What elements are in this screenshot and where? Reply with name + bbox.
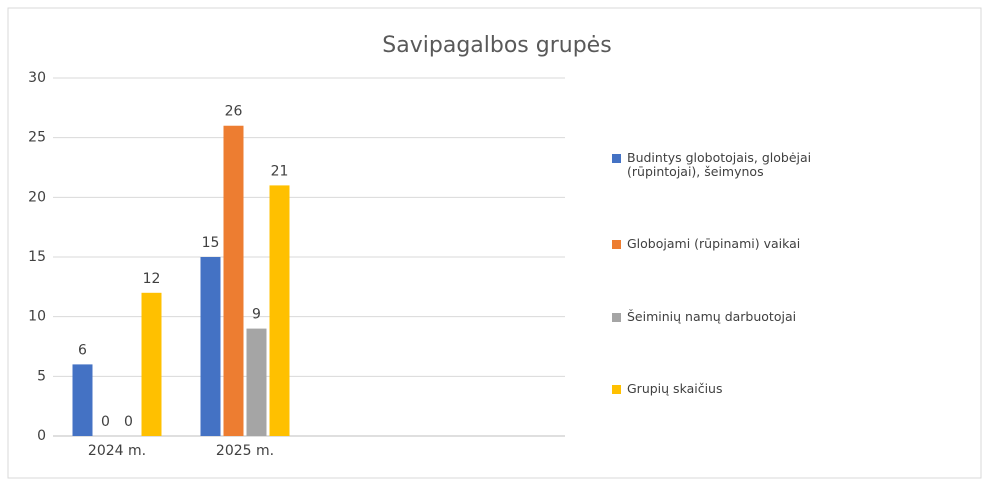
bar [246, 328, 267, 436]
data-label: 0 [124, 414, 133, 430]
legend-item: Šeiminių namų darbuotojai [612, 310, 812, 324]
chart-border [7, 7, 982, 479]
data-label: 0 [101, 414, 110, 430]
y-tick-label: 0 [37, 428, 46, 444]
data-label: 21 [271, 163, 289, 179]
legend-swatch [612, 240, 621, 249]
legend-item: Globojami (rūpinami) vaikai [612, 237, 812, 251]
legend-swatch [612, 385, 621, 394]
legend-label: Globojami (rūpinami) vaikai [627, 236, 801, 251]
data-label: 9 [252, 307, 261, 323]
data-label: 26 [225, 104, 243, 120]
legend-swatch [612, 313, 621, 322]
x-tick-label: 2024 m. [88, 443, 146, 459]
x-tick-label: 2025 m. [216, 443, 274, 459]
y-tick-label: 10 [28, 309, 46, 325]
legend-label: Šeiminių namų darbuotojai [627, 309, 797, 324]
bar [269, 185, 290, 436]
data-label: 15 [202, 235, 220, 251]
bar [141, 292, 162, 436]
chart-title: Savipagalbos grupės [382, 33, 611, 58]
data-label: 6 [78, 342, 87, 358]
y-tick-label: 30 [28, 70, 46, 86]
legend-swatch [612, 154, 621, 163]
legend-item: Budintys globotojais, globėjai (rūpintoj… [612, 151, 812, 179]
bar [72, 364, 93, 436]
y-tick-label: 15 [28, 249, 46, 265]
data-label: 12 [143, 271, 161, 287]
legend-label: Budintys globotojais, globėjai (rūpintoj… [627, 150, 812, 179]
bar [200, 257, 221, 436]
bar [223, 125, 244, 436]
y-tick-label: 5 [37, 368, 46, 384]
y-tick-label: 25 [28, 130, 46, 146]
legend-label: Grupių skaičius [627, 381, 723, 396]
legend-item: Grupių skaičius [612, 382, 812, 396]
y-tick-label: 20 [28, 189, 46, 205]
